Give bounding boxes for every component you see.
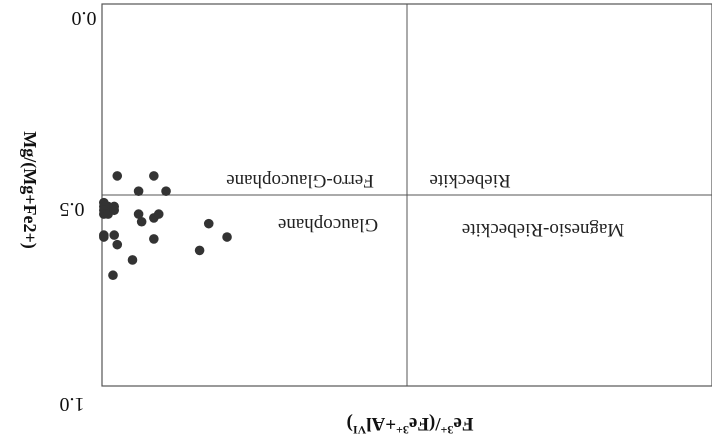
data-point-22 bbox=[222, 232, 232, 242]
data-point-15 bbox=[153, 209, 164, 219]
data-point-13 bbox=[133, 209, 144, 219]
data-point-3 bbox=[133, 186, 144, 196]
field-label-magnesio-riebeckite: Magnesio-Riebeckite bbox=[462, 219, 625, 240]
data-point-12 bbox=[109, 205, 119, 216]
data-point-23 bbox=[112, 239, 123, 250]
x-axis-label: Fe3+/(Fe3++AlVI) bbox=[347, 413, 474, 437]
field-label-glaucophane: Glaucophane bbox=[278, 214, 378, 235]
data-point-2 bbox=[161, 186, 171, 196]
y-axis-label: Mg/(Mg+Fe2+) bbox=[19, 131, 40, 248]
data-point-24 bbox=[194, 245, 205, 256]
y-tick-label-0.5: 0.5 bbox=[60, 198, 85, 220]
data-points bbox=[99, 171, 232, 281]
data-point-0 bbox=[112, 171, 123, 181]
data-point-1 bbox=[149, 171, 159, 181]
data-point-25 bbox=[127, 255, 138, 265]
y-tick-label-1.0: 1.0 bbox=[60, 393, 85, 415]
data-point-19 bbox=[99, 232, 109, 242]
field-label-riebeckite: Riebeckite bbox=[429, 170, 510, 191]
y-tick-label-0.0: 0.0 bbox=[72, 7, 97, 29]
data-point-21 bbox=[149, 234, 159, 244]
data-point-16 bbox=[136, 216, 147, 227]
data-point-26 bbox=[108, 270, 118, 281]
field-label-ferro-glaucophane: Ferro-Glaucophane bbox=[226, 170, 374, 191]
data-point-17 bbox=[203, 218, 214, 229]
data-point-20 bbox=[109, 230, 119, 240]
